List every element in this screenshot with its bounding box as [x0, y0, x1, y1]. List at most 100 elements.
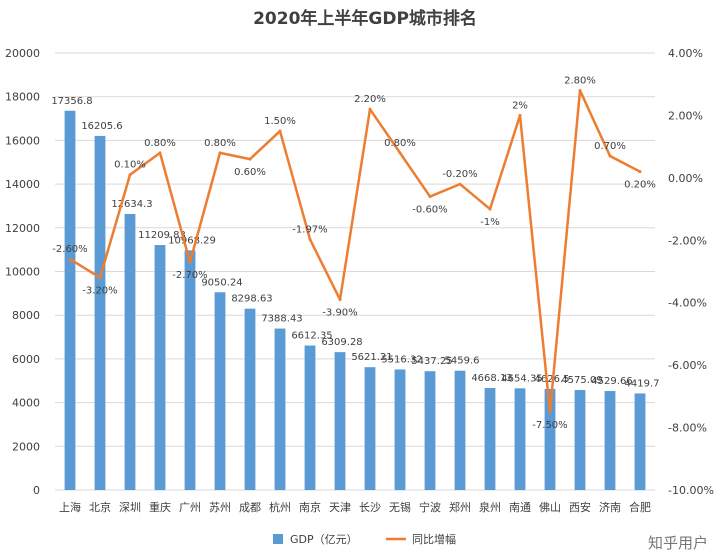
growth-point	[338, 298, 342, 302]
gdp-data-label: 4575.09	[561, 375, 602, 386]
y-left-tick-label: 6000	[12, 353, 40, 366]
y-right-tick-label: 4.00%	[668, 47, 703, 60]
growth-point	[518, 113, 522, 117]
growth-point	[488, 207, 492, 211]
growth-data-label: 0.70%	[594, 141, 626, 152]
gdp-bar	[574, 390, 586, 490]
growth-labels: -2.60% -3.20% 0.10% 0.80% -2.70% 0.80% 0.60% 1.…	[52, 75, 656, 431]
gdp-bar	[604, 391, 616, 490]
y-left-tick-label: 0	[33, 484, 40, 497]
growth-data-label: 2%	[512, 100, 528, 111]
x-tick-label: 北京	[89, 500, 111, 514]
x-tick-label: 广州	[179, 501, 201, 514]
x-tick-label: 济南	[599, 500, 621, 514]
y-left-tick-label: 18000	[5, 91, 40, 104]
growth-data-label: -3.90%	[322, 308, 357, 319]
growth-data-label: 0.10%	[114, 160, 146, 171]
gdp-data-label: 5621.21	[351, 352, 392, 363]
growth-point	[548, 410, 552, 414]
legend-growth-label: 同比增幅	[412, 532, 456, 546]
x-tick-label: 宁波	[419, 500, 441, 514]
y-right-tick-label: -4.00%	[668, 297, 707, 310]
gdp-data-label: 9050.24	[201, 277, 242, 288]
y-left-axis: 0 2000 4000 6000 8000 10000 12000 14000 16000 180…	[5, 47, 40, 497]
x-tick-label: 郑州	[449, 500, 471, 514]
x-axis: 上海 北京 深圳 重庆 广州 苏州 成都 杭州 南京 天津 长沙 无锡 宁波 郑州 泉州 南通 佛山 西安 济南 合肥	[59, 500, 651, 514]
y-left-tick-label: 14000	[5, 178, 40, 191]
y-right-axis: -10.00% -8.00% -6.00% -4.00% -2.00% 0.00% 2.00…	[668, 47, 714, 497]
gdp-bar	[394, 369, 406, 490]
gdp-bar	[94, 135, 106, 490]
gdp-data-label: 4419.7	[625, 378, 660, 389]
x-tick-label: 杭州	[269, 500, 291, 514]
growth-point	[248, 157, 252, 161]
y-left-tick-label: 8000	[12, 309, 40, 322]
growth-point	[428, 195, 432, 199]
growth-point	[218, 151, 222, 155]
growth-point	[398, 151, 402, 155]
gdp-bar	[154, 245, 166, 490]
growth-point	[608, 154, 612, 158]
y-right-tick-label: -8.00%	[668, 422, 707, 435]
x-tick-label: 佛山	[539, 501, 561, 514]
gdp-data-label: 4668.13	[471, 373, 512, 384]
y-left-tick-label: 4000	[12, 397, 40, 410]
gdp-bar	[124, 213, 136, 490]
y-right-tick-label: -10.00%	[668, 484, 714, 497]
watermark: 知乎用户	[647, 534, 708, 552]
growth-data-label: 0.80%	[204, 138, 236, 149]
bars	[64, 110, 646, 491]
x-tick-label: 上海	[59, 500, 81, 514]
x-tick-label: 南京	[299, 500, 321, 514]
gdp-data-label: 16205.6	[81, 121, 122, 132]
gdp-bar	[424, 371, 436, 490]
growth-data-label: 0.80%	[144, 138, 176, 149]
y-left-tick-label: 16000	[5, 134, 40, 147]
gdp-data-label: 17356.8	[51, 96, 92, 107]
growth-data-label: 0.20%	[624, 180, 656, 191]
gdp-bar	[304, 345, 316, 490]
growth-data-label: -2.60%	[52, 244, 87, 255]
legend: GDP（亿元） 同比增幅	[273, 532, 456, 546]
y-right-tick-label: -6.00%	[668, 359, 707, 372]
x-tick-label: 重庆	[149, 500, 171, 514]
gdp-data-label: 6612.35	[291, 331, 332, 342]
x-tick-label: 泉州	[479, 500, 501, 514]
gdp-bar	[514, 388, 526, 490]
growth-data-label: 0.80%	[384, 138, 416, 149]
gdp-data-label: 7388.43	[261, 314, 302, 325]
y-right-tick-label: -2.00%	[668, 234, 707, 247]
gdp-bar	[274, 328, 286, 490]
gdp-data-label: 5459.6	[445, 356, 480, 367]
growth-data-label: -0.60%	[412, 205, 447, 216]
growth-point	[578, 88, 582, 92]
growth-point	[68, 257, 72, 261]
gdp-data-label: 6309.28	[321, 337, 362, 348]
gdp-data-label: 4529.66	[591, 376, 632, 387]
gdp-data-label: 12634.3	[111, 199, 152, 210]
x-tick-label: 南通	[509, 501, 531, 514]
growth-data-label: 1.50%	[264, 116, 296, 127]
y-right-tick-label: 2.00%	[668, 109, 703, 122]
growth-point	[128, 173, 132, 177]
growth-point	[638, 170, 642, 174]
x-tick-label: 无锡	[389, 500, 411, 514]
x-tick-label: 长沙	[359, 501, 381, 514]
gdp-bar	[334, 352, 346, 490]
growth-data-label: 0.60%	[234, 167, 266, 178]
gdp-bar	[634, 393, 646, 490]
growth-point	[368, 107, 372, 111]
y-left-tick-label: 10000	[5, 266, 40, 279]
gdp-bar	[244, 308, 256, 490]
gdp-data-label: 10968.29	[168, 235, 216, 246]
growth-point	[308, 237, 312, 241]
legend-gdp-label: GDP（亿元）	[290, 533, 358, 546]
growth-data-label: -7.50%	[532, 420, 567, 431]
x-tick-label: 成都	[239, 501, 261, 514]
legend-gdp-swatch	[273, 534, 283, 544]
y-right-tick-label: 0.00%	[668, 172, 703, 185]
gdp-bar	[454, 370, 466, 490]
growth-point	[98, 276, 102, 280]
